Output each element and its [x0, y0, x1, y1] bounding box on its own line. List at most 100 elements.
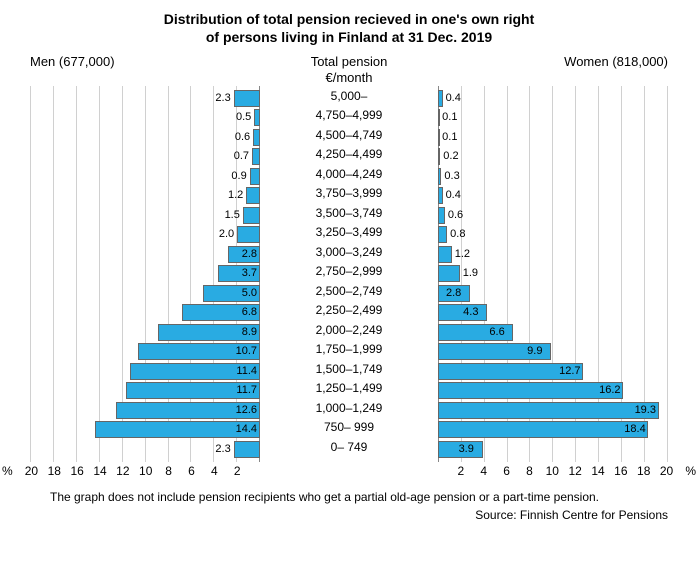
women-bar — [438, 168, 441, 185]
men-bar-label: 2.8 — [242, 248, 257, 260]
men-bar — [253, 129, 260, 146]
women-bar — [438, 187, 443, 204]
men-bar-label: 0.7 — [234, 150, 249, 162]
men-bar-label: 1.5 — [225, 209, 240, 221]
women-bar-label: 0.8 — [450, 228, 465, 240]
women-bar-label: 1.2 — [455, 248, 470, 260]
men-bar-label: 0.9 — [231, 170, 246, 182]
women-header: Women (818,000) — [428, 54, 678, 85]
men-bar-label: 10.7 — [236, 345, 257, 357]
women-bar — [438, 129, 440, 146]
men-axis: % 2468101214161820 — [20, 462, 260, 484]
women-bar-label: 0.1 — [442, 111, 457, 123]
women-bar-label: 1.9 — [463, 267, 478, 279]
women-bar — [438, 402, 659, 419]
men-bar-label: 6.8 — [242, 306, 257, 318]
axis-tick: 2 — [234, 464, 241, 478]
women-bar-label: 0.4 — [446, 189, 461, 201]
axis-tick: 2 — [458, 464, 465, 478]
women-bar-label: 18.4 — [624, 423, 645, 435]
men-bar-label: 8.9 — [242, 326, 257, 338]
category-label: 4,000–4,249 — [260, 165, 438, 184]
category-label: 3,750–3,999 — [260, 184, 438, 203]
percent-label-right: % — [685, 464, 696, 478]
women-bar-label: 0.3 — [444, 170, 459, 182]
category-label: 2,500–2,749 — [260, 282, 438, 301]
women-bar — [438, 421, 648, 438]
women-bar-label: 12.7 — [559, 365, 580, 377]
axis-tick: 12 — [116, 464, 129, 478]
axis-tick: 20 — [25, 464, 38, 478]
axis-tick: 4 — [480, 464, 487, 478]
category-label: 5,000– — [260, 87, 438, 106]
axis-tick: 12 — [568, 464, 581, 478]
women-bar — [438, 246, 452, 263]
title-line1: Distribution of total pension recieved i… — [164, 11, 534, 27]
category-label: 4,750–4,999 — [260, 106, 438, 125]
men-bar — [246, 187, 260, 204]
women-bar — [438, 382, 623, 399]
men-bar — [234, 441, 260, 458]
men-bar-label: 14.4 — [236, 423, 257, 435]
men-header: Men (677,000) — [20, 54, 270, 85]
men-bar-label: 2.0 — [219, 228, 234, 240]
women-bar-label: 0.6 — [448, 209, 463, 221]
chart-note: The graph does not include pension recip… — [20, 490, 678, 504]
category-label: 1,750–1,999 — [260, 340, 438, 359]
category-label: 3,250–3,499 — [260, 223, 438, 242]
women-bar-label: 3.9 — [459, 443, 474, 455]
men-bar — [243, 207, 260, 224]
category-label: 2,000–2,249 — [260, 321, 438, 340]
women-bar-label: 2.8 — [446, 287, 461, 299]
axis-tick: 16 — [614, 464, 627, 478]
center-header: Total pension €/month — [270, 54, 428, 85]
center-header-line2: €/month — [326, 70, 373, 85]
women-bar — [438, 207, 445, 224]
axis-tick: 20 — [660, 464, 673, 478]
women-axis: % 2468101214161820 — [438, 462, 678, 484]
men-bar — [237, 226, 260, 243]
chart-source: Source: Finnish Centre for Pensions — [20, 508, 678, 522]
women-bar-label: 0.2 — [443, 150, 458, 162]
chart-header-row: Men (677,000) Total pension €/month Wome… — [20, 54, 678, 85]
category-label: 3,000–3,249 — [260, 243, 438, 262]
women-bar-label: 6.6 — [489, 326, 504, 338]
men-bar — [234, 90, 260, 107]
men-bar-label: 0.5 — [236, 111, 251, 123]
men-side: 2.3 0.5 0.6 0.7 0.9 1.2 1.5 2.0 2.8 3.7 5.0 6.8 8.9 1… — [20, 86, 260, 484]
women-bar — [438, 109, 440, 126]
category-label: 1,500–1,749 — [260, 360, 438, 379]
men-bar-label: 2.3 — [215, 443, 230, 455]
women-bar-label: 0.4 — [446, 92, 461, 104]
axis-tick: 18 — [48, 464, 61, 478]
women-bar-label: 16.2 — [599, 384, 620, 396]
percent-label-left: % — [2, 464, 13, 478]
axis-tick: 18 — [637, 464, 650, 478]
men-bar — [250, 168, 260, 185]
women-bar-label: 9.9 — [527, 345, 542, 357]
axis-tick: 14 — [93, 464, 106, 478]
chart-title: Distribution of total pension recieved i… — [20, 10, 678, 46]
category-label: 1,000–1,249 — [260, 399, 438, 418]
axis-tick: 4 — [211, 464, 218, 478]
men-bar-label: 0.6 — [235, 131, 250, 143]
category-label: 2,250–2,499 — [260, 301, 438, 320]
category-label: 1,250–1,499 — [260, 379, 438, 398]
men-bar-label: 12.6 — [236, 404, 257, 416]
category-label: 4,500–4,749 — [260, 126, 438, 145]
men-bar-label: 5.0 — [242, 287, 257, 299]
men-bar-label: 3.7 — [242, 267, 257, 279]
category-label: 3,500–3,749 — [260, 204, 438, 223]
center-header-line1: Total pension — [311, 54, 388, 69]
category-label: 2,750–2,999 — [260, 262, 438, 281]
men-bar-label: 2.3 — [215, 92, 230, 104]
women-bar — [438, 226, 447, 243]
category-label: 0– 749 — [260, 438, 438, 457]
men-bar-label: 1.2 — [228, 189, 243, 201]
men-bar-label: 11.7 — [236, 384, 257, 396]
axis-tick: 6 — [188, 464, 195, 478]
women-bar-label: 4.3 — [463, 306, 478, 318]
women-bar-label: 0.1 — [442, 131, 457, 143]
axis-tick: 6 — [503, 464, 510, 478]
women-bar — [438, 148, 440, 165]
